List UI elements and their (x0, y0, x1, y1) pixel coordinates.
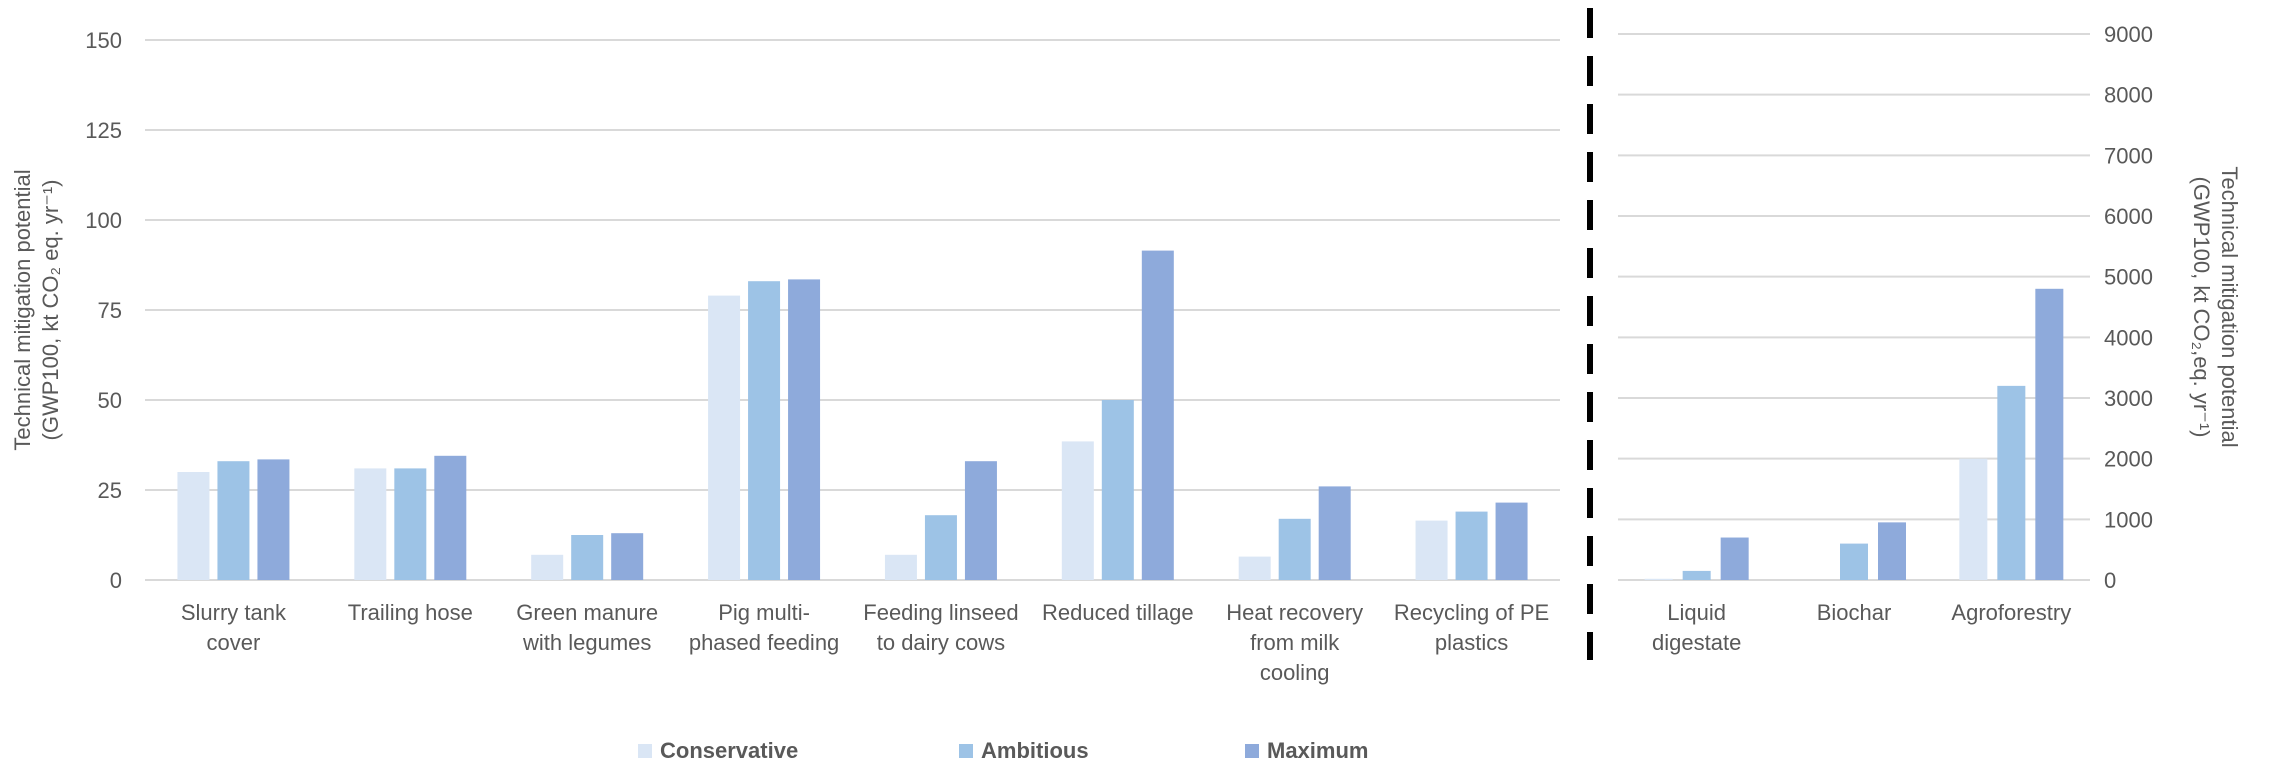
y-tick-label: 0 (2104, 568, 2116, 593)
bar-conservative (1238, 556, 1271, 580)
x-category-label: to dairy cows (877, 630, 1005, 655)
bar-conservative (884, 554, 917, 580)
x-category-label: Trailing hose (348, 600, 473, 625)
y-tick-label: 2000 (2104, 447, 2153, 472)
legend-swatch-ambitious (959, 744, 973, 758)
bar-conservative (354, 468, 387, 580)
legend: Conservative Ambitious Maximum (0, 738, 2277, 764)
bar-ambitious (748, 281, 781, 580)
y-axis-title-line: Technical mitigation potential (10, 169, 35, 450)
bar-maximum (1495, 502, 1528, 580)
bar-maximum (257, 459, 290, 580)
y-tick-label: 25 (98, 478, 122, 503)
bar-ambitious (394, 468, 427, 580)
bar-ambitious (1278, 518, 1311, 580)
legend-item-conservative: Conservative (638, 738, 798, 764)
y-tick-label: 4000 (2104, 325, 2153, 350)
bar-maximum (1720, 537, 1749, 580)
bar-ambitious (1997, 385, 2026, 580)
legend-label-conservative: Conservative (660, 738, 799, 763)
bar-ambitious (1455, 511, 1488, 580)
x-category-label: Reduced tillage (1042, 600, 1194, 625)
y-tick-label: 75 (98, 298, 122, 323)
bar-maximum (2035, 288, 2064, 580)
y-tick-label: 50 (98, 388, 122, 413)
x-category-label: digestate (1652, 630, 1741, 655)
y-axis-title-line: (GWP100, kt CO₂ eq. yr⁻¹) (38, 180, 63, 441)
bar-conservative (1644, 578, 1673, 580)
bar-ambitious (1682, 570, 1711, 580)
legend-label-ambitious: Ambitious (981, 738, 1089, 763)
bar-maximum (434, 455, 467, 580)
y-tick-label: 6000 (2104, 204, 2153, 229)
x-category-label: Biochar (1817, 600, 1892, 625)
bar-conservative (531, 554, 564, 580)
bar-ambitious (924, 515, 957, 580)
x-category-label: plastics (1435, 630, 1508, 655)
x-category-label: Recycling of PE (1394, 600, 1549, 625)
bar-conservative (1061, 441, 1094, 580)
bar-maximum (1141, 250, 1174, 580)
y-tick-label: 100 (85, 208, 122, 233)
legend-item-maximum: Maximum (1245, 738, 1368, 764)
x-category-label: Pig multi- (718, 600, 810, 625)
y-tick-label: 150 (85, 28, 122, 53)
x-category-label: cooling (1260, 660, 1330, 685)
x-category-label: Heat recovery (1226, 600, 1363, 625)
y-axis-title-line: (GWP100, kt CO₂,eq. yr⁻¹) (2189, 177, 2214, 438)
x-category-label: from milk (1250, 630, 1340, 655)
bar-maximum (1318, 486, 1351, 580)
legend-swatch-maximum (1245, 744, 1259, 758)
x-category-label: Slurry tank (181, 600, 287, 625)
y-tick-label: 5000 (2104, 265, 2153, 290)
bar-ambitious (571, 535, 604, 580)
y-tick-label: 8000 (2104, 83, 2153, 108)
bar-ambitious (217, 461, 250, 580)
y-tick-label: 1000 (2104, 507, 2153, 532)
x-category-label: Green manure (516, 600, 658, 625)
legend-item-ambitious: Ambitious (959, 738, 1089, 764)
bar-maximum (1878, 522, 1906, 580)
x-category-label: phased feeding (689, 630, 839, 655)
left-chart-panel: 0 25 50 75 100 125 150 Slurry tank cover Trailing… (10, 28, 1560, 685)
y-axis-title: Technical mitigation potential(GWP100, k… (10, 169, 63, 450)
x-category-label: cover (207, 630, 261, 655)
x-category-label: Agroforestry (1951, 600, 2071, 625)
y-tick-label: 3000 (2104, 386, 2153, 411)
bar-ambitious (1840, 543, 1868, 580)
y-axis-title-line: Technical mitigation potential (2217, 166, 2242, 447)
bar-conservative (1959, 458, 1988, 580)
y-tick-label: 125 (85, 118, 122, 143)
legend-swatch-conservative (638, 744, 652, 758)
bar-conservative (1415, 520, 1448, 580)
right-chart-panel: 0 1000 2000 3000 4000 5000 6000 7000 8000 9000 Liq… (1618, 22, 2242, 655)
bar-ambitious (1101, 400, 1134, 580)
y-axis-title: Technical mitigation potential(GWP100, k… (2189, 166, 2242, 447)
x-category-label: Liquid (1667, 600, 1726, 625)
y-tick-label: 0 (110, 568, 122, 593)
y-tick-label: 9000 (2104, 22, 2153, 47)
bar-conservative (177, 472, 210, 580)
x-category-label: Feeding linseed (863, 600, 1018, 625)
bar-conservative (708, 295, 741, 580)
legend-label-maximum: Maximum (1267, 738, 1369, 763)
bar-maximum (611, 533, 644, 580)
bar-maximum (964, 461, 997, 580)
y-tick-label: 7000 (2104, 143, 2153, 168)
bar-maximum (788, 279, 821, 580)
x-category-label: with legumes (522, 630, 651, 655)
